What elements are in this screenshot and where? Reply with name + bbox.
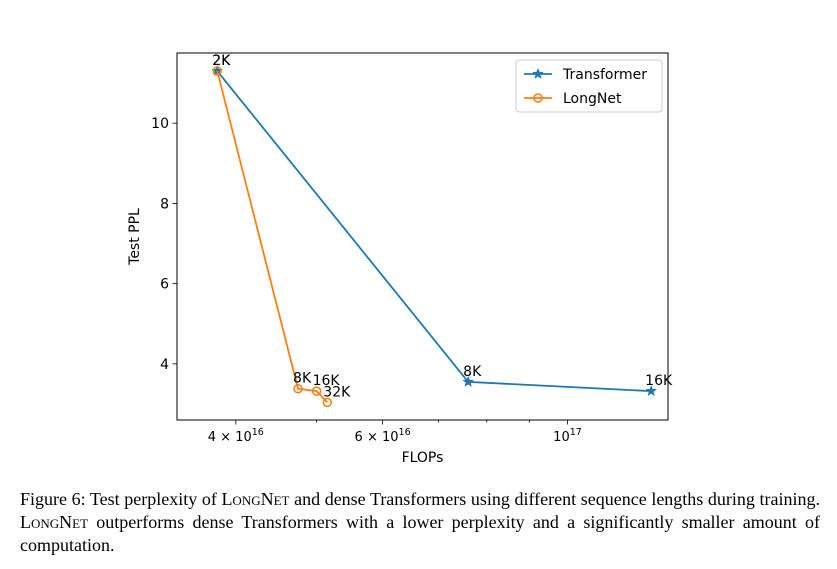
data-point-circle [212, 66, 223, 76]
series-line-longnet [216, 70, 328, 403]
point-label: 2K [212, 53, 231, 69]
figure-caption: Figure 6: Test perplexity of LongNet and… [20, 488, 820, 557]
point-label: 8K [293, 371, 312, 387]
axis-ticks: 4 × 1016 6 × 1016 1017 4 6 8 10 [151, 116, 582, 445]
caption-name-2: LongNet [20, 512, 89, 532]
caption-text-1: Test perplexity of [89, 489, 217, 509]
x-tick-label: 6 × 1016 [355, 427, 411, 445]
figure-label: Figure 6: [20, 489, 86, 509]
legend-box [515, 59, 663, 113]
series-line-transformer [216, 70, 652, 393]
point-label: 16K [645, 373, 673, 389]
x-tick-label: 4 × 1016 [208, 427, 264, 445]
data-point-star [645, 384, 658, 397]
data-point-star [462, 375, 475, 387]
plot-frame [176, 52, 669, 421]
data-point-circle [322, 397, 333, 408]
y-axis-label: Test PPL [127, 208, 143, 266]
y-tick-label: 6 [160, 277, 169, 293]
point-label: 16K [313, 373, 341, 389]
y-tick-label: 4 [160, 357, 169, 373]
legend-entry: LongNet [563, 91, 622, 107]
data-point-circle [293, 383, 303, 394]
y-tick-label: 10 [151, 116, 169, 132]
caption-text-3: outperforms dense Transformers with a lo… [20, 512, 821, 555]
legend: Transformer LongNet [515, 59, 663, 113]
caption-text-2: and dense Transformers using different s… [294, 489, 821, 509]
point-label: 8K [463, 364, 482, 380]
x-tick-label: 1017 [553, 427, 582, 445]
series-layer [211, 64, 658, 408]
caption-name-1: LongNet [221, 489, 290, 509]
legend-swatch-marker [533, 93, 543, 103]
legend-entry: Transformer [562, 67, 647, 83]
data-point-circle [311, 386, 322, 396]
x-axis-label: FLOPs [402, 450, 444, 466]
point-label: 32K [323, 384, 351, 400]
y-tick-label: 8 [160, 196, 169, 212]
legend-swatch-marker [532, 67, 544, 80]
point-label: 2K [212, 53, 231, 69]
